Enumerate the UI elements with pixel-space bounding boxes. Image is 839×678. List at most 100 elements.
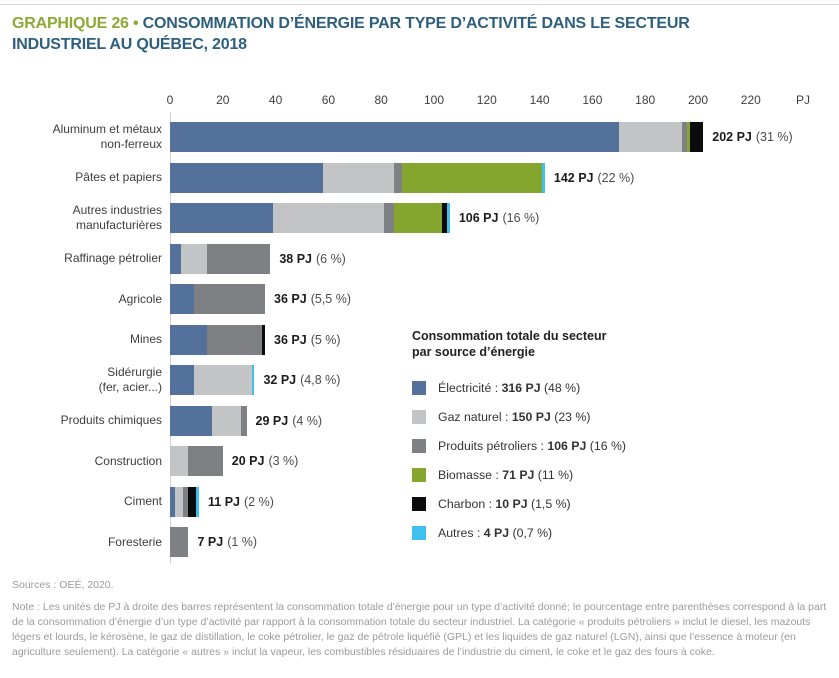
legend-swatch-autres xyxy=(412,526,426,540)
axis-tick-160: 160 xyxy=(582,93,603,107)
stacked-bar-chart: 0 20 40 60 80 100 120 140 160 180 200 220 PJ Aluminu… xyxy=(0,85,839,575)
legend-title: Consommation totale du secteur par sourc… xyxy=(412,329,607,360)
legend-swatch-electricite xyxy=(412,381,426,395)
axis-tick-60: 60 xyxy=(321,93,336,107)
legend-item-text: Biomasse : 71 PJ (11 %) xyxy=(438,468,573,482)
bar xyxy=(170,446,223,476)
bar-segment-produits_petroliers xyxy=(394,162,403,193)
bar-segment-produits_petroliers xyxy=(383,203,395,233)
legend-item-gaz_naturel: Gaz naturel : 150 PJ (23 %) xyxy=(412,403,626,432)
row-label: Pâtes et papiers xyxy=(75,170,162,184)
bar-segment-biomasse xyxy=(402,162,543,193)
row-label: Construction xyxy=(94,453,162,468)
bar xyxy=(170,284,266,314)
row-value: 106 PJ (16 %) xyxy=(459,203,539,233)
bar-segment-produits_petroliers xyxy=(170,527,189,557)
row-label: Autres industries manufacturières xyxy=(72,203,162,232)
bar-segment-charbon xyxy=(441,203,448,233)
row-percent-label: (31 %) xyxy=(755,130,793,144)
legend-item-value: 150 PJ xyxy=(511,410,551,424)
row-value: 20 PJ (3 %) xyxy=(232,446,299,476)
bar-segment-produits_petroliers xyxy=(193,284,266,314)
row-value: 29 PJ (4 %) xyxy=(256,406,323,436)
row-total-label: 29 PJ xyxy=(255,413,289,428)
footer: Sources : OEÉ, 2020. Note : Les unités d… xyxy=(12,578,830,660)
row-percent-label: (22 %) xyxy=(597,170,635,185)
axis-tick-200: 200 xyxy=(687,93,709,107)
bar-segment-produits_petroliers xyxy=(188,446,223,476)
note-paragraph: Note : Les unités de PJ à droite des bar… xyxy=(12,600,827,658)
bar-segment-electricite xyxy=(170,243,181,274)
bar-segment-electricite xyxy=(170,405,213,436)
bar-segment-autres xyxy=(447,203,450,233)
legend-item-percent: (0,7 %) xyxy=(509,526,553,540)
row-label: Agricole xyxy=(118,291,162,306)
bar xyxy=(170,405,247,436)
legend-item-text: Charbon : 10 PJ (1,5 %) xyxy=(438,497,571,511)
legend-item-value: 316 PJ xyxy=(501,381,541,395)
axis-unit-label: PJ xyxy=(796,93,811,107)
row-total-label: 32 PJ xyxy=(263,373,297,387)
legend-item-percent: (11 %) xyxy=(534,468,574,482)
bar xyxy=(170,324,266,355)
legend-item-percent: (48 %) xyxy=(540,381,581,395)
sources-line: Sources : OEÉ, 2020. xyxy=(12,579,114,591)
bar-segment-biomasse xyxy=(394,203,442,233)
row-value: 142 PJ (22 %) xyxy=(554,163,634,193)
axis-tick-220: 220 xyxy=(740,93,761,107)
axis-tick-100: 100 xyxy=(423,93,445,107)
row-label: Ciment xyxy=(123,494,162,508)
legend-item-value: 106 PJ xyxy=(547,439,587,453)
legend-item-value: 4 PJ xyxy=(483,526,510,540)
legend-swatch-produits_petroliers xyxy=(412,439,426,453)
top-rule xyxy=(0,4,839,5)
bar-segment-gaz_naturel xyxy=(175,486,184,517)
bar-segment-electricite xyxy=(170,162,324,193)
legend-item-biomasse: Biomasse : 71 PJ (11 %) xyxy=(412,461,626,490)
row-value: 202 PJ (31 %) xyxy=(712,122,792,152)
legend-item-name: Gaz naturel : xyxy=(438,410,512,424)
bar-segment-gaz_naturel xyxy=(170,446,189,476)
row-total-label: 7 PJ xyxy=(197,535,224,549)
bar-segment-charbon xyxy=(690,122,704,152)
bar-segment-autres xyxy=(196,486,199,517)
legend-item-name: Produits pétroliers : xyxy=(438,439,548,453)
bar-segment-autres xyxy=(251,365,255,395)
bar-segment-gaz_naturel xyxy=(272,203,384,233)
row-value: 7 PJ (1 %) xyxy=(197,527,257,557)
bar-segment-produits_petroliers xyxy=(241,405,247,436)
legend-item-value: 10 PJ xyxy=(495,497,528,511)
axis-tick-0: 0 xyxy=(166,93,174,107)
row-percent-label: (6 %) xyxy=(315,251,346,266)
row-label: Sidérurgie (fer, acier...) xyxy=(98,365,162,394)
row-value: 36 PJ (5 %) xyxy=(274,325,341,355)
legend-item-value: 71 PJ xyxy=(502,468,535,482)
legend-item-autres: Autres : 4 PJ (0,7 %) xyxy=(412,519,626,548)
row-label: Mines xyxy=(129,332,162,346)
axis-tick-40: 40 xyxy=(268,93,283,107)
row-total-label: 106 PJ xyxy=(458,211,499,225)
row-percent-label: (16 %) xyxy=(502,211,540,225)
row-percent-label: (4 %) xyxy=(292,413,323,428)
legend-item-text: Produits pétroliers : 106 PJ (16 %) xyxy=(438,439,626,453)
row-value: 38 PJ (6 %) xyxy=(279,244,346,274)
legend-item-electricite: Électricité : 316 PJ (48 %) xyxy=(412,374,626,403)
legend-items: Électricité : 316 PJ (48 %) Gaz naturel :… xyxy=(412,374,626,548)
legend-item-name: Biomasse : xyxy=(438,468,503,482)
title-bullet-separator: • xyxy=(128,15,143,32)
legend-item-name: Autres : xyxy=(438,526,484,540)
bar-segment-electricite xyxy=(170,284,194,314)
row-label: Foresterie xyxy=(107,534,162,549)
bar-segment-gaz_naturel xyxy=(193,365,252,395)
legend-item-name: Charbon : xyxy=(438,497,496,511)
legend: Consommation totale du secteur par sourc… xyxy=(412,328,626,548)
axis-tick-80: 80 xyxy=(374,93,388,107)
figure-number: GRAPHIQUE 26 xyxy=(12,15,129,32)
row-label: Raffinage pétrolier xyxy=(64,251,162,265)
axis-tick-20: 20 xyxy=(216,93,230,107)
row-total-label: 38 PJ xyxy=(279,251,312,266)
bar xyxy=(170,243,271,274)
bar-segment-charbon xyxy=(188,486,197,517)
row-percent-label: (5 %) xyxy=(310,332,341,347)
